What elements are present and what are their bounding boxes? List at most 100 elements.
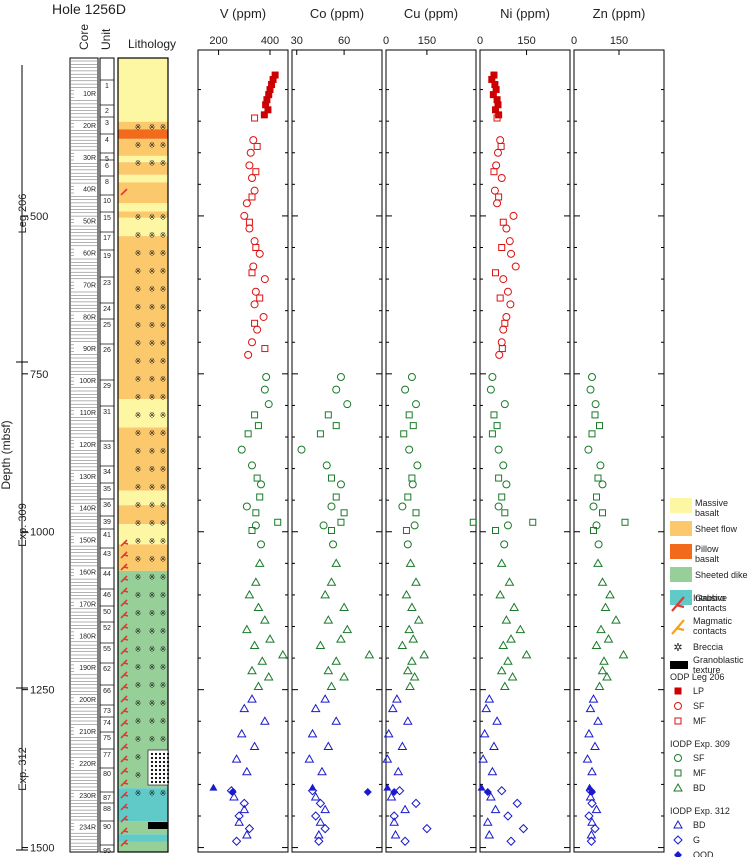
data-point bbox=[586, 385, 595, 394]
data-point bbox=[490, 411, 498, 419]
legend-marker bbox=[674, 717, 682, 725]
data-point bbox=[482, 817, 493, 826]
texture-symbol: ※ bbox=[135, 573, 142, 582]
data-point bbox=[245, 218, 253, 226]
texture-symbol: ※ bbox=[160, 699, 167, 708]
legend-marker bbox=[674, 702, 682, 710]
data-point bbox=[503, 287, 512, 296]
intrusive-contact-mark bbox=[120, 743, 129, 751]
unit-label: 25 bbox=[103, 322, 111, 329]
data-point bbox=[259, 615, 270, 624]
data-point bbox=[271, 71, 279, 79]
unit-label: 77 bbox=[103, 752, 111, 759]
unit-label: 66 bbox=[103, 688, 111, 695]
data-point bbox=[489, 91, 497, 99]
texture-symbol: ※ bbox=[160, 159, 167, 168]
texture-symbol: ※ bbox=[149, 447, 156, 456]
texture-symbol: ※ bbox=[160, 555, 167, 564]
granoblastic-dot bbox=[150, 760, 154, 764]
core-column-header: Core bbox=[77, 24, 91, 50]
data-point bbox=[504, 577, 515, 586]
texture-symbol: ※ bbox=[135, 537, 142, 546]
core-label-bg bbox=[74, 599, 97, 609]
data-point bbox=[497, 142, 505, 150]
panel-zn: Zn (ppm) 0 150 bbox=[571, 6, 665, 853]
data-point bbox=[503, 521, 512, 530]
data-point bbox=[265, 634, 275, 643]
legend-marker bbox=[674, 769, 682, 777]
data-point bbox=[492, 269, 500, 277]
unit-label: 31 bbox=[103, 409, 111, 416]
data-point bbox=[493, 96, 501, 104]
data-point bbox=[317, 766, 327, 776]
texture-symbol: ※ bbox=[135, 465, 142, 474]
data-point bbox=[584, 811, 594, 821]
data-point bbox=[497, 174, 506, 183]
data-point bbox=[342, 624, 353, 634]
legend-label: contacts bbox=[693, 626, 727, 636]
data-point bbox=[339, 672, 349, 681]
data-point bbox=[599, 656, 609, 665]
granoblastic-dot bbox=[158, 776, 162, 780]
depth-tick-label: 500 bbox=[30, 211, 48, 223]
lithology-interval bbox=[118, 203, 168, 212]
legend-marker bbox=[674, 754, 682, 762]
data-point bbox=[478, 754, 488, 763]
data-point bbox=[509, 602, 519, 612]
data-point bbox=[515, 624, 526, 634]
data-point bbox=[327, 502, 336, 511]
intrusive-contact-mark bbox=[120, 647, 129, 655]
texture-symbol: ※ bbox=[135, 141, 142, 150]
data-point bbox=[336, 634, 346, 643]
data-point bbox=[315, 798, 326, 809]
granoblastic-dot bbox=[162, 764, 166, 768]
texture-symbol: ※ bbox=[160, 681, 167, 690]
texture-symbol: ※ bbox=[160, 573, 167, 582]
data-point bbox=[402, 526, 410, 534]
texture-symbol: ※ bbox=[135, 555, 142, 564]
data-point bbox=[241, 624, 252, 634]
data-point bbox=[405, 558, 416, 567]
lithology-interval bbox=[118, 58, 168, 122]
data-point bbox=[407, 602, 417, 612]
unit-label: 15 bbox=[103, 215, 111, 222]
data-point bbox=[364, 649, 375, 659]
data-point bbox=[386, 792, 397, 801]
texture-symbol: ※ bbox=[135, 699, 142, 708]
data-point bbox=[323, 741, 334, 751]
core-label: 230R bbox=[79, 793, 96, 800]
depth-axis-label: Depth (mbsf) bbox=[0, 420, 13, 489]
texture-symbol: ※ bbox=[135, 429, 142, 438]
granoblastic-dot bbox=[150, 780, 154, 784]
texture-symbol: ※ bbox=[149, 357, 156, 366]
data-point bbox=[605, 589, 615, 599]
lithology-interval bbox=[118, 236, 168, 400]
texture-symbol: ※ bbox=[160, 717, 167, 726]
data-point bbox=[506, 836, 516, 846]
data-point bbox=[253, 325, 262, 334]
data-point bbox=[408, 634, 419, 643]
unit-label: 75 bbox=[103, 735, 111, 742]
texture-symbol: ※ bbox=[160, 735, 167, 744]
core-label: 90R bbox=[83, 346, 96, 353]
granoblastic-dot bbox=[150, 752, 154, 756]
data-point bbox=[259, 716, 270, 725]
texture-symbol: ※ bbox=[149, 465, 156, 474]
data-point bbox=[591, 640, 602, 649]
data-point bbox=[588, 372, 596, 381]
data-point bbox=[329, 540, 338, 549]
panel-ni: Ni (ppm) 0 150 bbox=[477, 6, 571, 853]
data-point bbox=[492, 161, 501, 170]
lithology-interval bbox=[118, 399, 168, 428]
texture-symbol: ※ bbox=[149, 663, 156, 672]
data-point bbox=[392, 694, 402, 703]
texture-symbol: ※ bbox=[135, 627, 142, 636]
panel-title: Ni (ppm) bbox=[500, 6, 550, 21]
data-point bbox=[410, 521, 419, 530]
intrusive-contact-mark bbox=[120, 587, 129, 595]
data-point bbox=[310, 792, 321, 801]
texture-symbol: ※ bbox=[149, 681, 156, 690]
legend-label: basalt bbox=[695, 554, 720, 564]
data-point bbox=[500, 540, 509, 549]
data-point bbox=[590, 823, 600, 834]
